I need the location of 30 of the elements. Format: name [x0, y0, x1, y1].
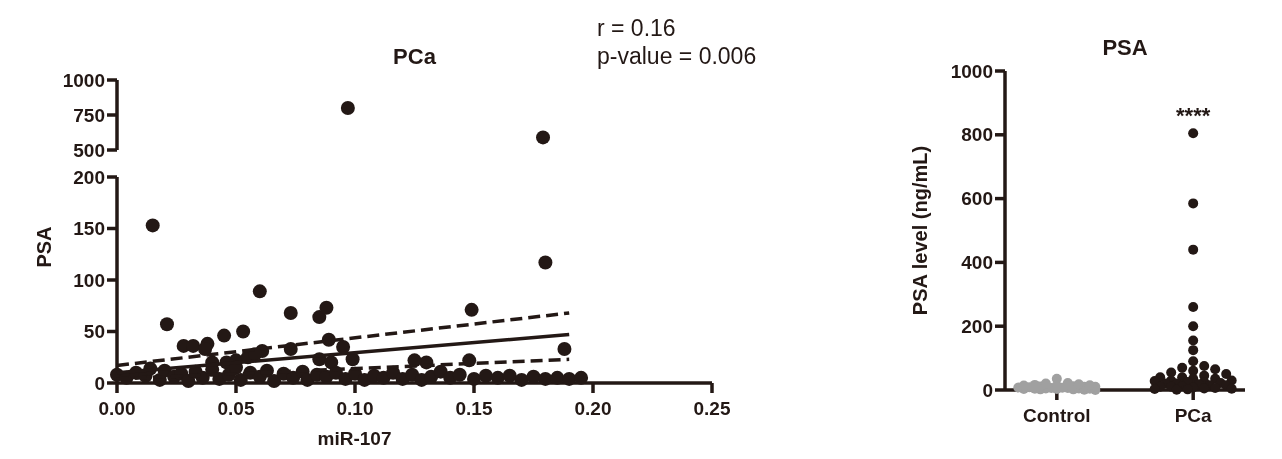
y-tick-label: 150	[73, 218, 105, 240]
y-tick-label: 600	[961, 188, 993, 210]
x-tick-label: 0.00	[98, 398, 136, 419]
y-axis-title: PSA level (ng/mL)	[909, 145, 931, 316]
y-tick-label: 400	[961, 252, 993, 274]
y-tick-label: 1000	[950, 60, 993, 82]
text: r = 0.16	[597, 15, 676, 41]
x-tick-label: 0.05	[217, 398, 255, 419]
y-axis-title: PSA	[33, 226, 55, 268]
x-tick-label: PCa	[1174, 405, 1213, 426]
text: p-value = 0.006	[597, 43, 757, 69]
y-tick-label: 200	[961, 315, 993, 337]
annotation: ****	[1176, 103, 1211, 128]
x-axis-title: miR-107	[317, 428, 392, 449]
x-tick-label: 0.10	[336, 398, 374, 419]
y-tick-label: 100	[73, 269, 105, 291]
y-tick-label: 0	[94, 372, 105, 394]
y-tick-label: 800	[961, 124, 993, 146]
y-tick-label: 750	[73, 104, 105, 126]
chart-title: PCa	[393, 44, 437, 69]
x-tick-label: 0.15	[455, 398, 493, 419]
chart-title: PSA	[1102, 35, 1148, 60]
y-tick-label: 500	[73, 139, 105, 161]
x-tick-label: 0.25	[693, 398, 731, 419]
y-tick-label: 1000	[62, 69, 105, 91]
y-tick-label: 200	[73, 166, 105, 188]
y-tick-label: 0	[982, 379, 993, 401]
y-tick-label: 50	[83, 321, 105, 343]
x-tick-label: Control	[1023, 405, 1091, 426]
x-tick-label: 0.20	[574, 398, 612, 419]
